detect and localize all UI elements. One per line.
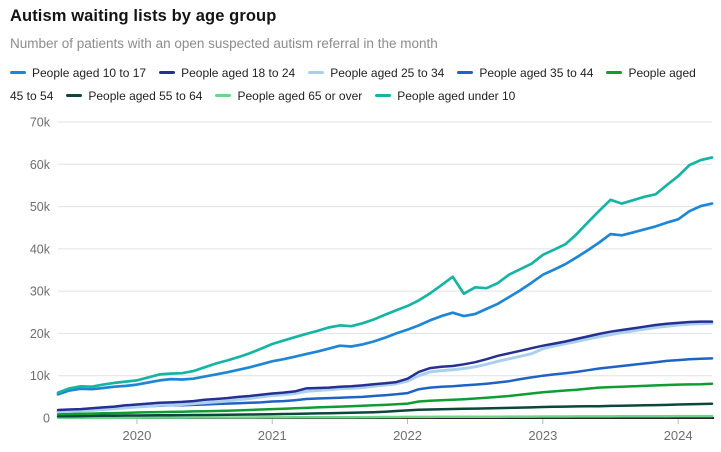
x-axis-label-2022: 2022 xyxy=(393,428,422,443)
y-axis-label-10k: 10k xyxy=(30,369,51,383)
legend-item-people-aged-65-or-over: People aged 65 or over xyxy=(215,89,362,103)
y-axis-label-50k: 50k xyxy=(30,200,51,214)
x-axis-label-2024: 2024 xyxy=(664,428,693,443)
line-people-aged-18-to-24 xyxy=(56,320,714,412)
legend-swatch-icon xyxy=(215,94,232,97)
legend-item-people-aged-25-to-34: People aged 25 to 34 xyxy=(308,66,444,80)
y-axis-label-0: 0 xyxy=(43,412,50,426)
legend-item-people-aged-18-to-24: People aged 18 to 24 xyxy=(159,66,295,80)
legend-swatch-icon xyxy=(375,94,392,97)
line-people-aged-25-to-34 xyxy=(56,321,714,414)
legend-item-people-aged-35-to-44: People aged 35 to 44 xyxy=(457,66,593,80)
legend-label: People aged 25 to 34 xyxy=(330,66,445,80)
chart-title: Autism waiting lists by age group xyxy=(10,7,277,25)
y-axis-label-30k: 30k xyxy=(30,285,51,299)
legend-swatch-icon xyxy=(66,94,83,97)
legend-label: People aged 35 to 44 xyxy=(479,66,594,80)
x-axis-label-2020: 2020 xyxy=(122,428,151,443)
line-people-aged-under-10 xyxy=(56,156,714,394)
x-axis-label-2021: 2021 xyxy=(258,428,287,443)
line-people-aged-55-to-64 xyxy=(56,402,714,418)
line-people-aged-65-or-over xyxy=(56,414,714,420)
legend-label: People aged 10 to 17 xyxy=(32,66,147,80)
legend-label: People aged 65 or over xyxy=(237,89,363,103)
x-axis-label-2023: 2023 xyxy=(528,428,557,443)
legend-label: People aged 55 to 64 xyxy=(88,89,203,103)
legend-item-people-aged-55-to-64: People aged 55 to 64 xyxy=(66,89,202,103)
legend-item-people-aged-under-10: People aged under 10 xyxy=(375,89,515,103)
line-people-aged-10-to-17 xyxy=(56,202,714,396)
legend-item-people-aged-10-to-17: People aged 10 to 17 xyxy=(10,66,146,80)
legend-label: People aged 45 to 54 xyxy=(10,66,696,103)
legend-swatch-icon xyxy=(159,71,176,74)
legend: People aged 10 to 17 People aged 18 to 24… xyxy=(10,62,712,108)
legend-item-people-aged-45-to-54: People aged 45 to 54 xyxy=(10,66,696,103)
y-axis-label-40k: 40k xyxy=(30,242,51,256)
y-axis-label-20k: 20k xyxy=(30,327,51,341)
legend-swatch-icon xyxy=(606,71,623,74)
line-people-aged-45-to-54 xyxy=(56,382,714,416)
legend-label: People aged under 10 xyxy=(397,89,516,103)
y-axis-label-70k: 70k xyxy=(30,116,51,130)
legend-swatch-icon xyxy=(457,71,474,74)
y-axis-label-60k: 60k xyxy=(30,158,51,172)
legend-swatch-icon xyxy=(308,71,325,74)
legend-swatch-icon xyxy=(10,71,26,74)
chart-subtitle: Number of patients with an open suspecte… xyxy=(10,36,438,51)
legend-label: People aged 18 to 24 xyxy=(181,66,296,80)
